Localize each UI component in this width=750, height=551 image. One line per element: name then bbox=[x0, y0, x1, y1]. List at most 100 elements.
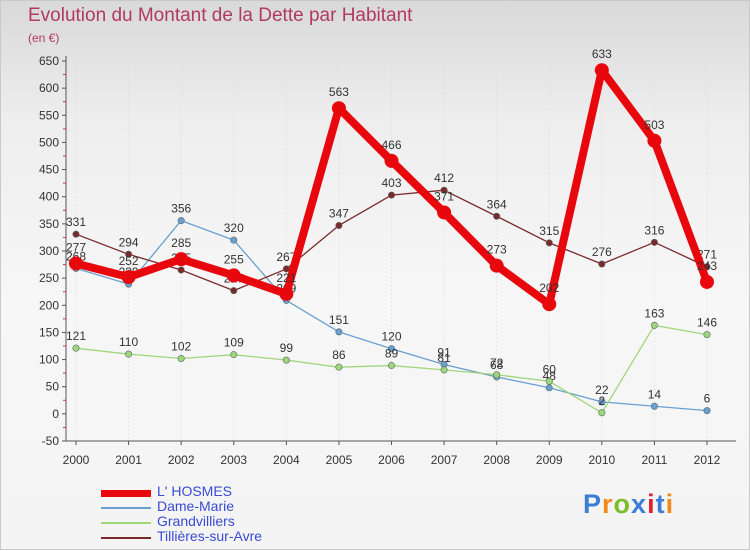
data-label: 91 bbox=[437, 345, 451, 359]
data-point bbox=[230, 236, 238, 244]
data-label: 285 bbox=[171, 236, 191, 250]
data-label: 121 bbox=[66, 329, 86, 343]
x-tick-label: 2011 bbox=[642, 453, 668, 467]
data-point bbox=[335, 328, 343, 336]
y-tick-label: 350 bbox=[39, 217, 59, 231]
data-label: 466 bbox=[381, 138, 401, 152]
logo-letter: r bbox=[602, 489, 614, 519]
data-point bbox=[703, 331, 711, 339]
data-point bbox=[335, 221, 343, 229]
x-tick-label: 2006 bbox=[378, 453, 405, 467]
y-tick-label: 300 bbox=[39, 244, 59, 258]
data-point bbox=[177, 217, 185, 225]
data-point bbox=[493, 212, 501, 220]
data-point bbox=[650, 238, 658, 246]
data-point bbox=[650, 321, 658, 329]
data-label: 315 bbox=[539, 224, 559, 238]
data-label: 14 bbox=[648, 387, 662, 401]
data-label: 563 bbox=[329, 85, 349, 99]
y-tick-label: 550 bbox=[39, 108, 59, 122]
data-label: 633 bbox=[592, 47, 612, 61]
data-label: 316 bbox=[644, 223, 664, 237]
x-tick-label: 2009 bbox=[536, 453, 563, 467]
data-label: 255 bbox=[224, 252, 244, 266]
logo-letter: t bbox=[655, 489, 666, 519]
proxiti-logo: Proxiti bbox=[583, 489, 674, 520]
data-point bbox=[489, 258, 504, 273]
data-label: 163 bbox=[644, 306, 664, 320]
data-label: 364 bbox=[487, 197, 507, 211]
data-label: 60 bbox=[543, 362, 557, 376]
data-point bbox=[493, 371, 501, 379]
data-point bbox=[125, 250, 133, 258]
data-point bbox=[647, 133, 662, 148]
data-point bbox=[700, 274, 714, 289]
data-point bbox=[282, 356, 290, 364]
data-point bbox=[279, 286, 294, 301]
data-point bbox=[72, 344, 80, 352]
data-point bbox=[177, 354, 185, 362]
data-label: 267 bbox=[276, 250, 296, 264]
x-tick-label: 2012 bbox=[694, 453, 721, 467]
data-label: 202 bbox=[539, 281, 559, 295]
y-tick-label: 0 bbox=[52, 407, 59, 421]
x-tick-label: 2003 bbox=[220, 453, 247, 467]
data-label: 331 bbox=[66, 215, 86, 229]
x-tick-label: 2007 bbox=[431, 453, 458, 467]
y-tick-label: 400 bbox=[39, 190, 59, 204]
y-tick-label: 100 bbox=[39, 353, 59, 367]
data-point bbox=[440, 366, 448, 374]
data-label: 99 bbox=[280, 341, 294, 355]
data-label: 277 bbox=[66, 240, 86, 254]
data-point bbox=[440, 186, 448, 194]
data-label: 22 bbox=[595, 383, 609, 397]
data-point bbox=[69, 256, 83, 271]
data-point bbox=[387, 362, 395, 370]
data-point bbox=[387, 345, 395, 353]
data-point bbox=[174, 252, 189, 267]
data-point bbox=[545, 377, 553, 385]
legend-label: Dame-Marie bbox=[157, 498, 235, 514]
data-point bbox=[598, 260, 606, 268]
legend-swatch bbox=[101, 522, 151, 524]
data-point bbox=[594, 63, 609, 78]
data-point bbox=[125, 350, 133, 358]
data-point bbox=[545, 384, 553, 392]
data-point bbox=[598, 409, 606, 417]
y-tick-label: 50 bbox=[46, 380, 60, 394]
y-tick-label: -50 bbox=[42, 434, 60, 448]
data-label: 72 bbox=[490, 356, 504, 370]
data-label: 243 bbox=[697, 259, 717, 273]
chart-unit-label: (en €) bbox=[28, 31, 60, 45]
x-tick-label: 2000 bbox=[63, 453, 90, 467]
legend-swatch bbox=[101, 537, 151, 539]
data-label: 276 bbox=[592, 245, 612, 259]
data-label: 48 bbox=[543, 369, 557, 383]
x-tick-label: 2008 bbox=[483, 453, 510, 467]
x-tick-label: 2005 bbox=[326, 453, 353, 467]
legend-label: Tillières-sur-Avre bbox=[157, 528, 263, 544]
data-point bbox=[335, 363, 343, 371]
data-point bbox=[598, 398, 606, 406]
data-label: 412 bbox=[434, 171, 454, 185]
data-label: 503 bbox=[644, 118, 664, 132]
data-label: 221 bbox=[276, 271, 296, 285]
legend-swatch bbox=[101, 489, 151, 497]
data-point bbox=[177, 266, 185, 274]
x-tick-label: 2010 bbox=[588, 453, 615, 467]
data-label: 320 bbox=[224, 221, 244, 235]
data-point bbox=[72, 230, 80, 238]
data-label: 151 bbox=[329, 313, 349, 327]
data-label: 89 bbox=[385, 347, 399, 361]
data-label: 110 bbox=[119, 335, 138, 349]
legend-label: Grandvilliers bbox=[157, 513, 235, 529]
data-point bbox=[121, 270, 136, 285]
logo-letter: i bbox=[647, 489, 656, 519]
x-tick-label: 2004 bbox=[273, 453, 300, 467]
y-tick-label: 200 bbox=[39, 298, 59, 312]
data-label: 347 bbox=[329, 206, 349, 220]
data-point bbox=[230, 351, 238, 359]
data-label: 2 bbox=[598, 394, 605, 408]
